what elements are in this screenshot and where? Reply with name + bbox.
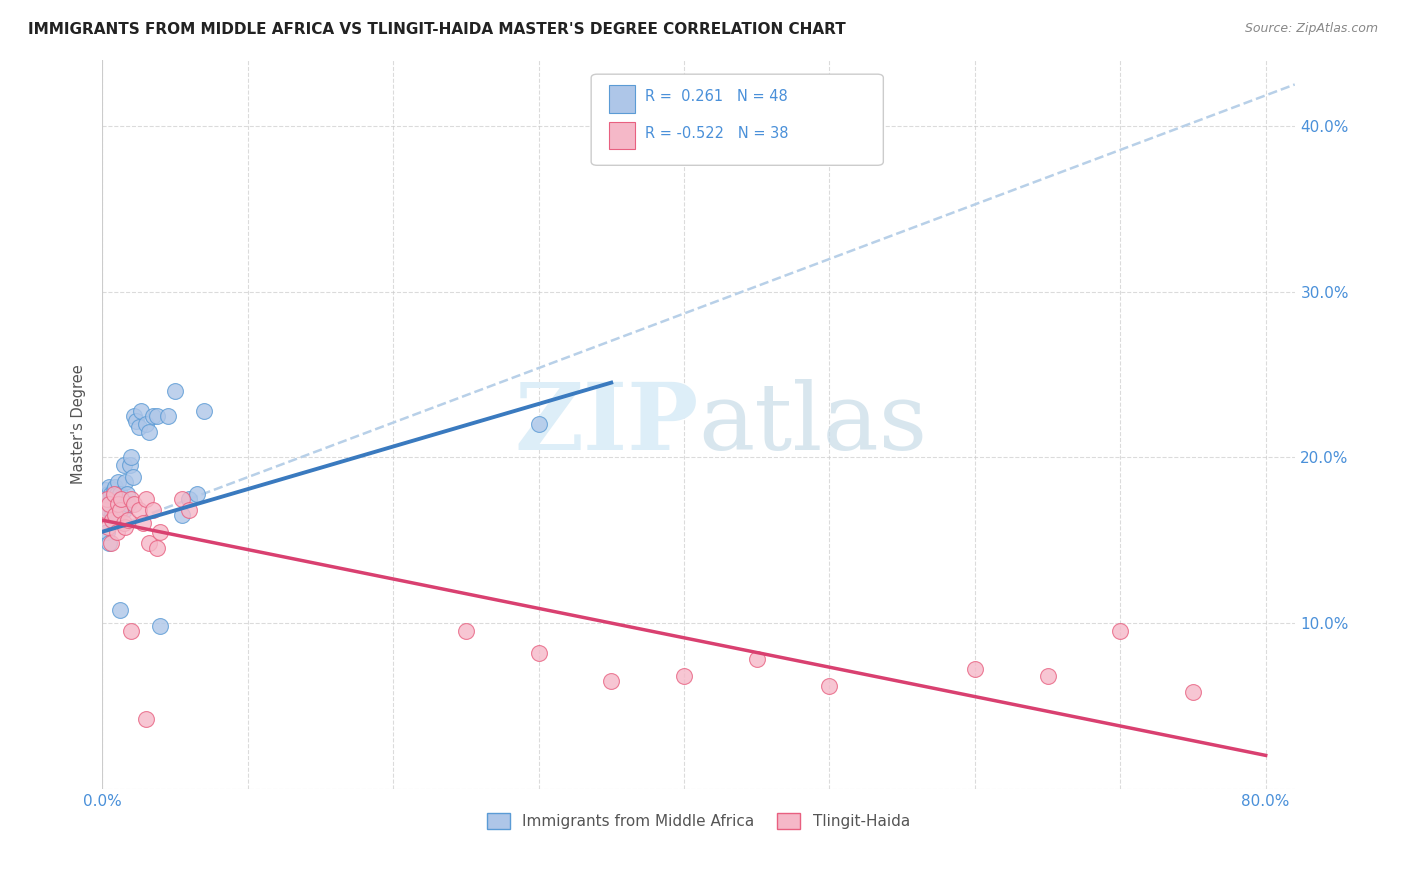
Point [132,516,155,531]
Point [100,486,122,500]
Point [105,486,128,500]
Point [745,652,768,666]
Point [94,503,117,517]
Point [149,619,172,633]
Point [818,679,841,693]
Point [120,491,142,506]
Point [98,503,121,517]
Point [94,483,117,498]
Point [103,491,125,506]
Text: Source: ZipAtlas.com: Source: ZipAtlas.com [1244,22,1378,36]
Point [156,409,179,423]
Point [179,503,201,517]
Point [963,662,986,676]
Point [107,497,129,511]
Point [112,516,135,531]
Point [110,491,132,506]
Point [1036,669,1059,683]
Point [100,500,122,514]
Point [97,486,120,500]
Point [104,513,127,527]
Point [115,486,138,500]
Point [122,409,145,423]
Bar [609,121,636,149]
Point [100,536,122,550]
Point [163,384,186,398]
Point [112,458,135,473]
Text: ZIP: ZIP [515,379,699,469]
Point [96,524,118,539]
Point [138,425,160,440]
Y-axis label: Master's Degree: Master's Degree [72,364,86,484]
Point [103,486,125,500]
Point [97,497,120,511]
Point [105,497,128,511]
Point [108,503,131,517]
Point [142,409,165,423]
Point [114,475,136,489]
Point [1109,624,1132,639]
Point [146,541,169,556]
Text: R = -0.522   N = 38: R = -0.522 N = 38 [645,126,789,141]
Point [108,486,131,500]
Point [527,417,550,431]
Point [121,470,143,484]
Point [131,404,153,418]
Point [172,491,194,506]
Text: R =  0.261   N = 48: R = 0.261 N = 48 [645,89,787,104]
Point [96,491,118,506]
Point [114,520,136,534]
Point [1181,685,1204,699]
Point [138,536,160,550]
Point [104,508,127,523]
Point [98,536,121,550]
Point [172,508,194,523]
Bar [609,85,636,112]
Point [135,712,157,726]
Point [111,500,134,514]
Point [107,475,129,489]
Point [454,624,477,639]
Point [101,513,124,527]
Point [101,508,124,523]
Point [117,497,139,511]
Point [101,513,124,527]
Point [96,491,118,506]
Point [135,417,157,431]
Point [98,480,121,494]
Point [117,513,139,527]
Point [122,497,145,511]
Point [97,520,120,534]
Point [128,420,150,434]
Point [118,458,141,473]
Point [186,486,208,500]
Point [527,646,550,660]
Text: IMMIGRANTS FROM MIDDLE AFRICA VS TLINGIT-HAIDA MASTER'S DEGREE CORRELATION CHART: IMMIGRANTS FROM MIDDLE AFRICA VS TLINGIT… [28,22,846,37]
Point [105,524,128,539]
Point [124,414,146,428]
Point [112,503,135,517]
Point [120,624,142,639]
Point [179,491,201,506]
FancyBboxPatch shape [591,74,883,165]
Text: atlas: atlas [699,379,928,469]
Point [146,409,169,423]
Point [600,673,623,688]
Legend: Immigrants from Middle Africa, Tlingit-Haida: Immigrants from Middle Africa, Tlingit-H… [481,807,915,836]
Point [101,491,124,506]
Point [104,480,127,494]
Point [135,491,157,506]
Point [149,524,172,539]
Point [128,503,150,517]
Point [142,503,165,517]
Point [672,669,695,683]
Point [98,497,121,511]
Point [110,491,132,506]
Point [108,602,131,616]
Point [193,404,215,418]
Point [120,450,142,465]
Point [103,483,125,498]
